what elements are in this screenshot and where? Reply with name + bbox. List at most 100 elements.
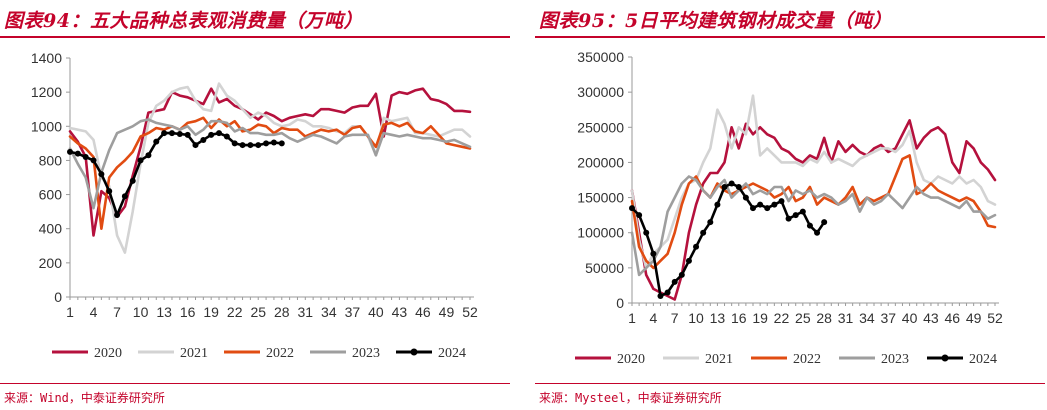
- legend-label-2023: 2023: [352, 346, 380, 361]
- x-tick-label: 13: [710, 310, 726, 326]
- series-line-2024: [630, 182, 826, 298]
- series-point-2024: [735, 184, 742, 191]
- series-point-2024: [278, 140, 285, 147]
- source-divider-right: [535, 383, 1045, 384]
- legend-label-2020: 2020: [617, 352, 645, 367]
- series-line-2024: [68, 131, 284, 217]
- x-tick-label: 31: [838, 310, 854, 326]
- series-point-2024: [785, 215, 792, 222]
- series-point-2024: [742, 194, 749, 201]
- series-point-2024: [223, 133, 230, 140]
- x-tick-label: 34: [321, 304, 337, 320]
- legend-marker-2024: [941, 354, 949, 362]
- series-point-2024: [137, 157, 144, 164]
- x-tick-label: 46: [415, 304, 431, 320]
- legend-label-2024: 2024: [438, 346, 466, 361]
- legend-label-2021: 2021: [180, 346, 208, 361]
- source-note-left: 来源：Wind，中泰证券研究所: [4, 391, 165, 405]
- series-point-2024: [664, 289, 671, 296]
- y-tick-label: 50000: [585, 260, 624, 276]
- x-tick-label: 43: [392, 304, 408, 320]
- x-tick-label: 52: [987, 310, 1003, 326]
- series-point-2024: [750, 205, 756, 212]
- series-point-2024: [129, 177, 136, 184]
- series-point-2024: [821, 219, 828, 226]
- x-tick-label: 37: [880, 310, 896, 326]
- y-tick-label: 1400: [31, 50, 62, 66]
- series-point-2024: [806, 222, 813, 229]
- x-tick-label: 4: [649, 310, 657, 326]
- y-tick-label: 300000: [577, 84, 624, 100]
- series-point-2024: [184, 131, 191, 138]
- legend-marker-2024: [410, 348, 418, 356]
- series-line-2020: [630, 119, 997, 301]
- x-tick-label: 22: [227, 304, 243, 320]
- y-tick-label: 150000: [577, 190, 624, 206]
- series-point-2024: [671, 278, 678, 285]
- series-point-2024: [678, 271, 685, 278]
- y-tick-label: 400: [39, 221, 63, 237]
- series-point-2024: [814, 229, 821, 236]
- x-tick-label: 40: [368, 304, 384, 320]
- series-point-2024: [67, 148, 73, 155]
- series-point-2024: [231, 140, 238, 147]
- x-tick-label: 28: [816, 310, 832, 326]
- legend-label-2021: 2021: [705, 352, 733, 367]
- x-tick-label: 28: [274, 304, 290, 320]
- x-tick-label: 7: [113, 304, 121, 320]
- series-point-2024: [74, 150, 81, 157]
- y-tick-label: 1200: [31, 84, 62, 100]
- series-point-2024: [270, 139, 277, 146]
- series-point-2024: [657, 292, 664, 299]
- x-tick-label: 25: [795, 310, 811, 326]
- series-point-2024: [714, 201, 721, 208]
- x-tick-label: 10: [133, 304, 149, 320]
- series-point-2024: [216, 130, 223, 137]
- x-tick-label: 43: [923, 310, 939, 326]
- series-point-2024: [771, 201, 778, 208]
- y-tick-label: 250000: [577, 119, 624, 135]
- x-tick-label: 4: [90, 304, 98, 320]
- y-tick-label: 350000: [577, 49, 624, 65]
- series-point-2024: [685, 257, 692, 264]
- series-point-2024: [693, 243, 700, 250]
- series-point-2024: [721, 184, 728, 191]
- series-point-2024: [153, 138, 160, 145]
- series-line-2020: [68, 87, 472, 237]
- x-tick-label: 7: [671, 310, 679, 326]
- x-tick-label: 1: [628, 310, 636, 326]
- series-point-2024: [636, 212, 643, 219]
- left-panel: 图表94：五大品种总表观消费量（万吨） 0 200 400 600 800 1000 120…: [0, 0, 512, 410]
- y-tick-label: 0: [54, 289, 62, 305]
- series-point-2024: [629, 205, 635, 212]
- source-divider-left: [0, 383, 510, 384]
- legend-label-2023: 2023: [881, 352, 909, 367]
- y-tick-label: 100000: [577, 225, 624, 241]
- series-point-2024: [643, 229, 650, 236]
- series-point-2024: [247, 142, 254, 149]
- y-tick-label: 200000: [577, 154, 624, 170]
- rebar-volume-line-chart: 0 50000 100000 150000 200000 250000 300000 3500…: [575, 49, 1003, 367]
- source-note-right: 来源：Mysteel，中泰证券研究所: [539, 391, 722, 405]
- series-point-2024: [728, 180, 735, 187]
- x-tick-label: 31: [298, 304, 314, 320]
- x-tick-label: 49: [439, 304, 455, 320]
- title-divider-right: [535, 36, 1045, 38]
- series-point-2024: [208, 131, 215, 138]
- series-line-2021: [68, 82, 472, 254]
- series-line-2023: [68, 118, 472, 210]
- series-point-2024: [778, 198, 785, 205]
- series-point-2024: [764, 205, 771, 212]
- x-tick-label: 19: [752, 310, 768, 326]
- series-point-2024: [176, 130, 183, 137]
- x-tick-label: 40: [902, 310, 918, 326]
- right-panel: 图表95：5日平均建筑钢材成交量（吨） 0 50000 100000 150000 20…: [535, 0, 1047, 410]
- title-divider-left: [0, 36, 510, 38]
- x-tick-label: 19: [203, 304, 219, 320]
- series-point-2024: [792, 212, 799, 219]
- series-point-2024: [90, 157, 97, 164]
- series-point-2024: [121, 193, 128, 200]
- y-tick-label: 800: [39, 152, 63, 168]
- series-point-2024: [82, 154, 89, 161]
- chart-title-left: 图表94：五大品种总表观消费量（万吨）: [4, 10, 363, 32]
